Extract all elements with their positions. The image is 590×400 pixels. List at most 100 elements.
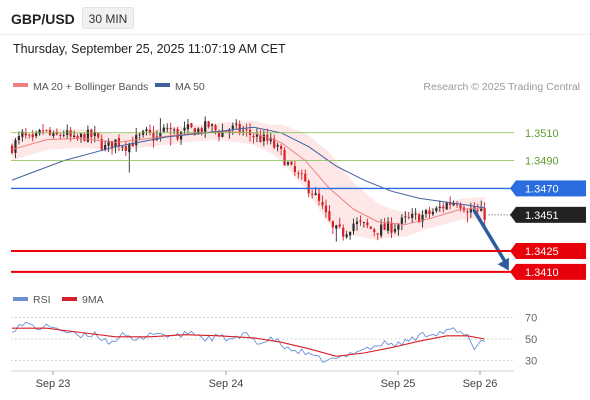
candle-body (145, 129, 148, 132)
candle-body (380, 224, 383, 236)
candle-body (104, 145, 107, 150)
rsi-panel: 70 50 30 (11, 312, 537, 368)
current-label: 1.3451 (525, 210, 559, 222)
candle-body (304, 173, 307, 182)
candle-body (14, 140, 17, 153)
candle-body (273, 138, 276, 148)
candle-body (366, 222, 369, 226)
candle-body (197, 128, 200, 135)
candle-body (311, 193, 314, 195)
candle-body (207, 121, 210, 128)
ma50-line (11, 126, 485, 209)
candle-body (400, 217, 403, 225)
candle-body (480, 207, 483, 212)
header-divider (0, 34, 590, 35)
candle-body (293, 166, 296, 172)
projection-arrow-head (497, 257, 509, 271)
candle-body (211, 124, 214, 126)
candle-body (231, 125, 234, 129)
candle-body (79, 133, 83, 138)
time-tick-label: Sep 26 (463, 378, 498, 390)
candle-body (148, 129, 152, 133)
candle-body (449, 202, 452, 205)
candle-body (428, 210, 431, 214)
candle-body (21, 131, 24, 137)
candle-body (255, 134, 259, 137)
projection-arrow-shaft (472, 208, 509, 267)
candle-body (121, 146, 124, 148)
candle-body (345, 234, 348, 238)
candle-body (252, 136, 255, 138)
candle-body (152, 133, 155, 141)
candle-body (193, 128, 196, 136)
candle-body (483, 208, 486, 220)
candle-body (124, 146, 127, 151)
price-plot-area (10, 116, 509, 271)
candle-body (128, 143, 131, 153)
candle-body (176, 129, 179, 140)
candle-body (290, 161, 293, 165)
candle-body (173, 129, 176, 131)
candle-body (411, 213, 414, 219)
candle-body (328, 211, 331, 221)
candle-body (31, 134, 34, 138)
candle-body (414, 213, 417, 215)
candle-body (276, 144, 279, 147)
candle-body (155, 136, 158, 140)
candle-body (259, 135, 262, 143)
resistance-2-label: 1.3510 (525, 128, 559, 140)
ma9-legend-swatch (62, 297, 77, 301)
candle-body (459, 204, 462, 209)
rsi-tick-label: 50 (525, 334, 537, 346)
candle-body (110, 141, 114, 149)
candle-body (100, 138, 103, 150)
candle-body (55, 132, 58, 135)
candle-body (390, 222, 393, 233)
candle-body (107, 140, 110, 146)
time-tick-label: Sep 24 (209, 378, 244, 390)
resistance-1-label: 1.3490 (525, 156, 559, 168)
support-1-label: 1.3425 (525, 246, 559, 258)
candle-body (280, 146, 283, 149)
candle-body (283, 149, 286, 166)
candle-body (35, 133, 38, 137)
candle-body (435, 208, 438, 212)
candle-body (307, 180, 310, 194)
candle-body (359, 220, 362, 222)
candle-body (166, 127, 169, 129)
candle-body (286, 162, 290, 165)
candle-body (52, 133, 55, 137)
candle-body (335, 225, 338, 229)
support-2-tag-pointer (510, 263, 516, 280)
support-2-label: 1.3410 (525, 267, 559, 279)
candle-body (62, 134, 65, 136)
time-tick-label: Sep 25 (381, 378, 416, 390)
candle-body (162, 127, 165, 132)
candle-body (17, 136, 20, 140)
candle-body (445, 202, 448, 210)
timeframe-button[interactable]: 30 MIN (82, 7, 134, 29)
candle-body (455, 204, 459, 206)
candle-body (386, 221, 390, 231)
ma20-legend-swatch (13, 83, 28, 87)
candle-body (186, 124, 190, 130)
candle-body (373, 229, 376, 232)
candle-body (300, 173, 303, 175)
ma20-legend-label: MA 20 + Bollinger Bands (33, 81, 148, 93)
candle-body (131, 142, 134, 147)
timestamp: Thursday, September 25, 2025 11:07:19 AM… (13, 42, 286, 56)
candle-body (217, 131, 221, 137)
candle-body (41, 130, 45, 132)
candle-body (214, 125, 217, 131)
candle-body (469, 207, 472, 213)
candle-body (269, 137, 272, 142)
ma50-legend-label: MA 50 (175, 81, 205, 93)
candle-body (28, 134, 31, 136)
ma20-line (11, 130, 485, 226)
pivot-label: 1.3470 (525, 183, 559, 195)
bollinger-band (12, 120, 485, 241)
candle-body (242, 130, 245, 132)
candle-body (38, 129, 41, 134)
ma50-legend-swatch (155, 83, 170, 87)
